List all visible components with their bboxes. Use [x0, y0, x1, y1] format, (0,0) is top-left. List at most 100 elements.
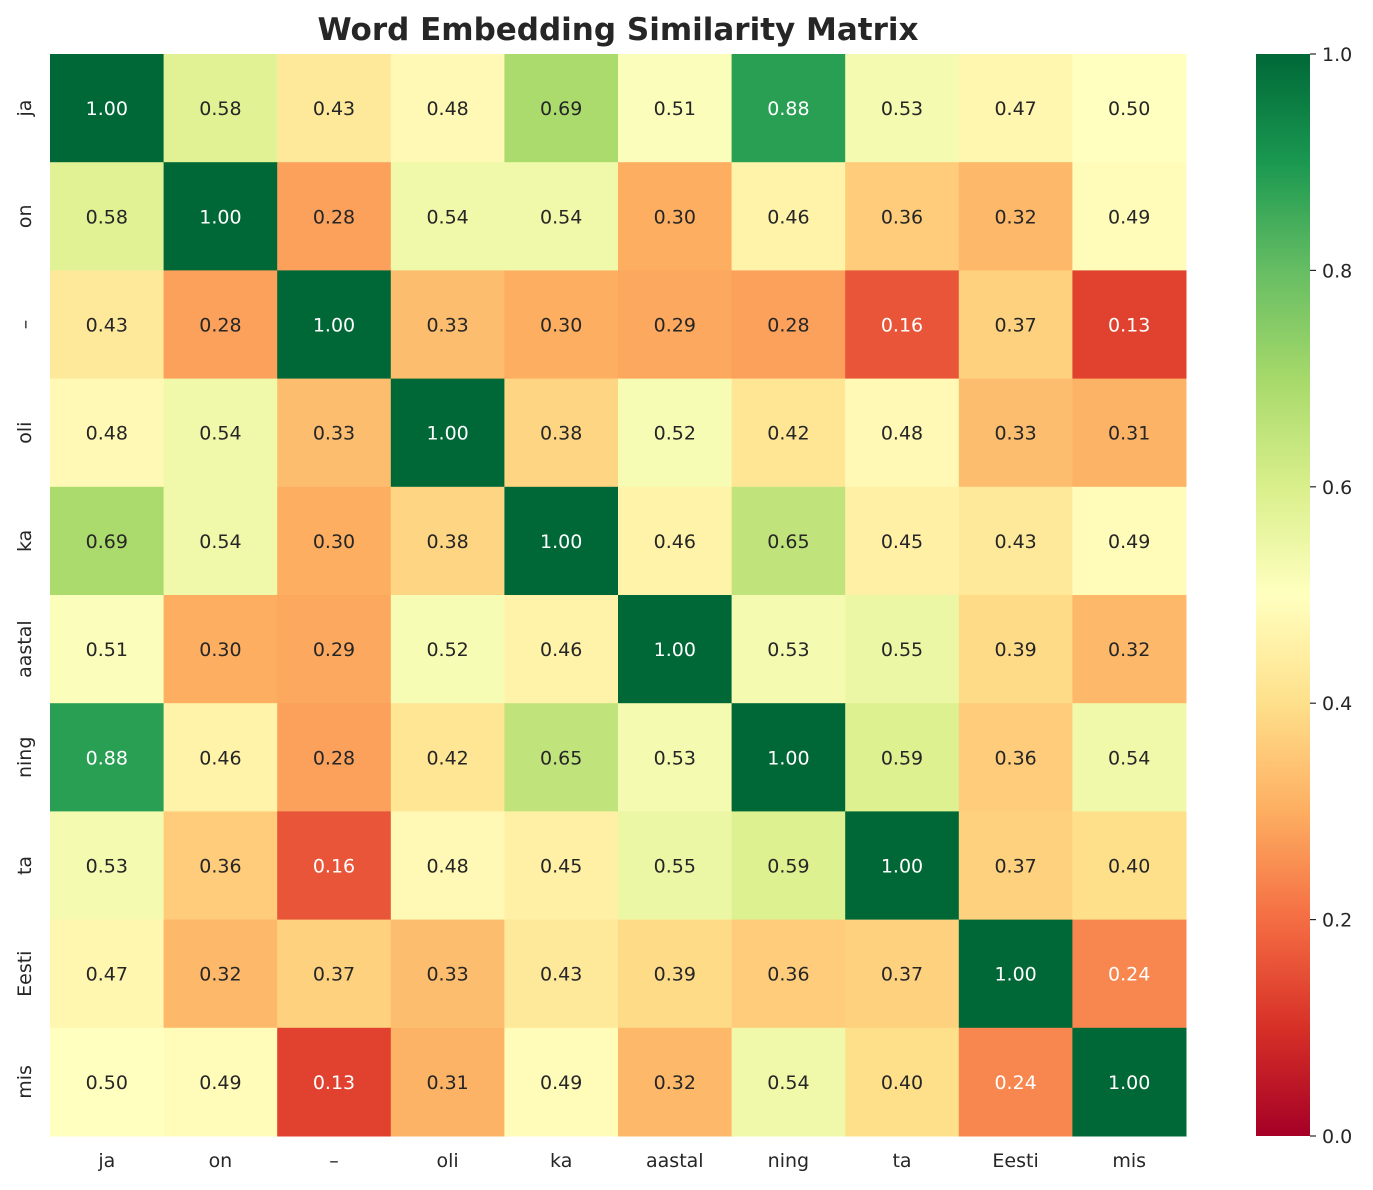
heatmap-cell — [958, 486, 1073, 596]
cell-annotation: 1.00 — [199, 206, 241, 228]
x-axis-labels: ja on – oli ka aastal ning ta Eesti mis — [97, 1150, 1146, 1172]
colorbar — [1256, 54, 1310, 1136]
cell-annotation: 0.13 — [313, 1072, 355, 1094]
heatmap-cell — [1072, 703, 1187, 812]
heatmap-cell — [845, 162, 960, 271]
cell-annotation: 1.00 — [540, 531, 582, 553]
heatmap-cell — [618, 162, 733, 271]
cell-annotation: 1.00 — [1108, 1072, 1150, 1094]
heatmap-cell — [504, 54, 619, 163]
cell-annotation: 0.43 — [994, 531, 1036, 553]
heatmap-cell — [731, 270, 846, 380]
cell-annotation: 0.39 — [654, 964, 696, 986]
cell-annotation: 0.39 — [994, 639, 1036, 661]
heatmap-cell — [504, 1027, 619, 1137]
cell-annotation: 0.53 — [881, 98, 923, 120]
y-tick-label: ja — [14, 100, 36, 118]
cell-annotation: 0.32 — [654, 1072, 696, 1094]
heatmap-cell — [390, 703, 505, 812]
heatmap-cell — [731, 919, 846, 1029]
heatmap-cell — [618, 811, 733, 921]
colorbar-tick-label: 0.6 — [1322, 477, 1352, 499]
cell-annotation: 0.69 — [540, 98, 582, 120]
cell-annotation: 0.59 — [881, 747, 923, 769]
cell-annotation: 0.49 — [1108, 206, 1150, 228]
heatmap-cell — [958, 1027, 1073, 1137]
heatmap-cell — [277, 270, 392, 380]
heatmap-cell — [277, 919, 392, 1029]
cell-annotation: 0.37 — [313, 964, 355, 986]
heatmap-cell — [504, 270, 619, 380]
cell-annotation: 0.50 — [86, 1072, 128, 1094]
cell-annotation: 0.54 — [1108, 747, 1150, 769]
cell-annotation: 0.30 — [313, 531, 355, 553]
heatmap-cell — [618, 54, 733, 163]
cell-annotation: 0.53 — [767, 639, 809, 661]
cell-annotation: 0.65 — [540, 747, 582, 769]
cell-annotation: 0.51 — [86, 639, 128, 661]
heatmap-cell — [958, 919, 1073, 1029]
heatmap-cell — [390, 1027, 505, 1137]
cell-annotation: 0.33 — [994, 423, 1036, 445]
y-tick-label: oli — [14, 422, 36, 444]
cell-annotation: 0.54 — [199, 423, 241, 445]
chart-title: Word Embedding Similarity Matrix — [317, 12, 918, 48]
cell-annotation: 0.37 — [994, 856, 1036, 878]
heatmap-cell — [731, 1027, 846, 1137]
cell-annotation: 0.88 — [86, 747, 128, 769]
x-tick-label: Eesti — [992, 1150, 1038, 1172]
heatmap-cell — [390, 811, 505, 921]
cell-annotation: 1.00 — [881, 856, 923, 878]
heatmap-cell — [958, 595, 1073, 704]
heatmap-cell — [50, 1027, 165, 1137]
heatmap-cell — [163, 54, 278, 163]
cell-annotation: 0.13 — [1108, 315, 1150, 337]
heatmap-cell — [277, 595, 392, 704]
cell-annotation: 0.29 — [654, 315, 696, 337]
cell-annotation: 0.43 — [313, 98, 355, 120]
cell-annotation: 0.47 — [86, 964, 128, 986]
heatmap-cell — [1072, 595, 1187, 704]
heatmap-cell — [163, 1027, 278, 1137]
cell-annotation: 0.53 — [654, 747, 696, 769]
x-tick-label: ta — [892, 1150, 911, 1172]
heatmap-cell — [958, 54, 1073, 163]
heatmap-cell — [958, 703, 1073, 812]
y-tick-label: – — [14, 320, 36, 330]
heatmap-cell — [845, 378, 960, 488]
heatmap-cell — [845, 811, 960, 921]
heatmap-cell — [504, 811, 619, 921]
heatmap-cell — [277, 1027, 392, 1137]
cell-annotation: 0.31 — [1108, 423, 1150, 445]
cell-annotation: 0.29 — [313, 639, 355, 661]
cell-annotation: 0.47 — [994, 98, 1036, 120]
heatmap-cell — [390, 378, 505, 488]
cell-annotation: 0.46 — [767, 206, 809, 228]
heatmap-cell — [504, 703, 619, 812]
heatmap-cell — [1072, 811, 1187, 921]
cell-annotation: 0.54 — [199, 531, 241, 553]
heatmap-cell — [618, 919, 733, 1029]
heatmap-cell — [163, 811, 278, 921]
heatmap-cell — [1072, 486, 1187, 596]
y-tick-label: ning — [14, 737, 36, 778]
heatmap-cell — [163, 378, 278, 488]
cell-annotation: 0.38 — [426, 531, 468, 553]
heatmap-cell — [50, 378, 165, 488]
cell-annotation: 0.52 — [654, 423, 696, 445]
heatmap-cell — [845, 1027, 960, 1137]
heatmap-cell — [163, 270, 278, 380]
heatmap-cell — [504, 595, 619, 704]
cell-annotation: 0.32 — [994, 206, 1036, 228]
heatmap-cell — [277, 54, 392, 163]
y-tick-label: ta — [14, 856, 36, 875]
cell-annotation: 0.42 — [767, 423, 809, 445]
cell-annotation: 0.50 — [1108, 98, 1150, 120]
heatmap-cell — [958, 162, 1073, 271]
heatmap-cell — [1072, 1027, 1187, 1137]
heatmap-cell — [277, 486, 392, 596]
heatmap-cell — [731, 703, 846, 812]
cell-annotation: 0.55 — [654, 856, 696, 878]
heatmap-cell — [618, 270, 733, 380]
cell-annotation: 0.33 — [426, 315, 468, 337]
